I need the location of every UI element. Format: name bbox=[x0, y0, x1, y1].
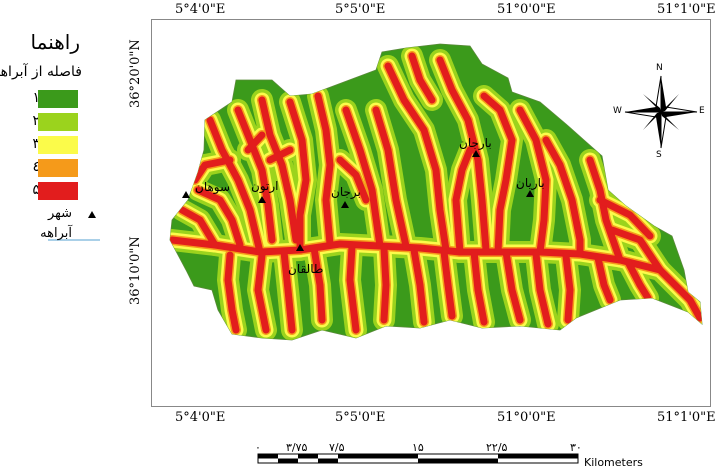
city-marker-sohan bbox=[182, 191, 190, 198]
city-marker-taleqan bbox=[296, 244, 304, 251]
bottom-coord-4: 51°1'0"E bbox=[657, 410, 716, 425]
top-coord-2: 5°5'0"E bbox=[335, 2, 386, 17]
city-label-borjan: برجان bbox=[331, 185, 361, 199]
scale-label-5: ۳۰ bbox=[570, 441, 582, 454]
legend-title: راهنما bbox=[30, 30, 80, 54]
legend-row-1: ۱ bbox=[3, 90, 108, 109]
city-marker-barjan bbox=[472, 150, 480, 157]
compass-e: E bbox=[699, 106, 705, 116]
north-arrow bbox=[624, 75, 698, 149]
legend-class-label: ۵ bbox=[32, 182, 40, 198]
scale-label-4: ۲۲/۵ bbox=[486, 441, 508, 454]
bottom-coord-2: 5°5'0"E bbox=[335, 410, 386, 425]
legend-swatch bbox=[38, 136, 78, 154]
bottom-coord-3: 51°0'0"E bbox=[497, 410, 556, 425]
legend-row-5: ۵ bbox=[3, 182, 108, 201]
legend-river-label: آبراهه bbox=[40, 226, 72, 241]
compass-w: W bbox=[613, 106, 622, 116]
legend-city-label: شهر bbox=[47, 206, 72, 221]
top-coord-3: 51°0'0"E bbox=[497, 2, 556, 17]
scale-label-3: ۱۵ bbox=[412, 441, 424, 454]
scale-unit: Kilometers bbox=[584, 456, 643, 469]
scale-label-2: ۷/۵ bbox=[329, 441, 345, 454]
compass-n: N bbox=[656, 63, 663, 73]
legend-class-label: ۲ bbox=[32, 113, 40, 129]
legend-swatch bbox=[38, 90, 78, 108]
city-label-barian: باریان bbox=[516, 176, 545, 190]
legend-swatch bbox=[38, 159, 78, 177]
legend-subtitle: فاصله از آبراهه bbox=[0, 64, 82, 80]
legend-row-4: ٤ bbox=[3, 159, 108, 178]
city-marker-barian bbox=[526, 190, 534, 197]
bottom-coord-1: 5°4'0"E bbox=[175, 410, 226, 425]
legend-class-label: ۳ bbox=[32, 136, 40, 152]
map-frame bbox=[151, 19, 711, 407]
legend-row-3: ۳ bbox=[3, 136, 108, 155]
scale-label-1: ۳/۷۵ bbox=[286, 441, 308, 454]
compass-s: S bbox=[656, 150, 662, 160]
top-coord-4: 51°1'0"E bbox=[657, 2, 716, 17]
scale-bar bbox=[257, 453, 579, 464]
top-coord-1: 5°4'0"E bbox=[175, 2, 226, 17]
legend-row-2: ۲ bbox=[3, 113, 108, 132]
city-markers bbox=[182, 150, 534, 251]
legend-swatch bbox=[38, 182, 78, 200]
city-marker-artun bbox=[258, 196, 266, 203]
legend: راهنما فاصله از آبراهه ۱ ۲ ۳ ٤ ۵ شهر آبر… bbox=[0, 30, 116, 270]
legend-class-label: ۱ bbox=[32, 90, 40, 106]
scale-label-0: ۰ bbox=[255, 441, 261, 454]
distance-class-5-band bbox=[170, 52, 702, 334]
city-label-sohan: سوهان bbox=[195, 180, 231, 194]
city-label-barjan: بارجان bbox=[459, 136, 492, 150]
legend-class-label: ٤ bbox=[32, 159, 40, 175]
city-marker-borjan bbox=[341, 201, 349, 208]
legend-swatch bbox=[38, 113, 78, 131]
city-label-artun: ارتون bbox=[251, 179, 279, 193]
legend-city-symbol bbox=[88, 211, 96, 218]
city-label-taleqan: طالقان bbox=[288, 262, 324, 276]
